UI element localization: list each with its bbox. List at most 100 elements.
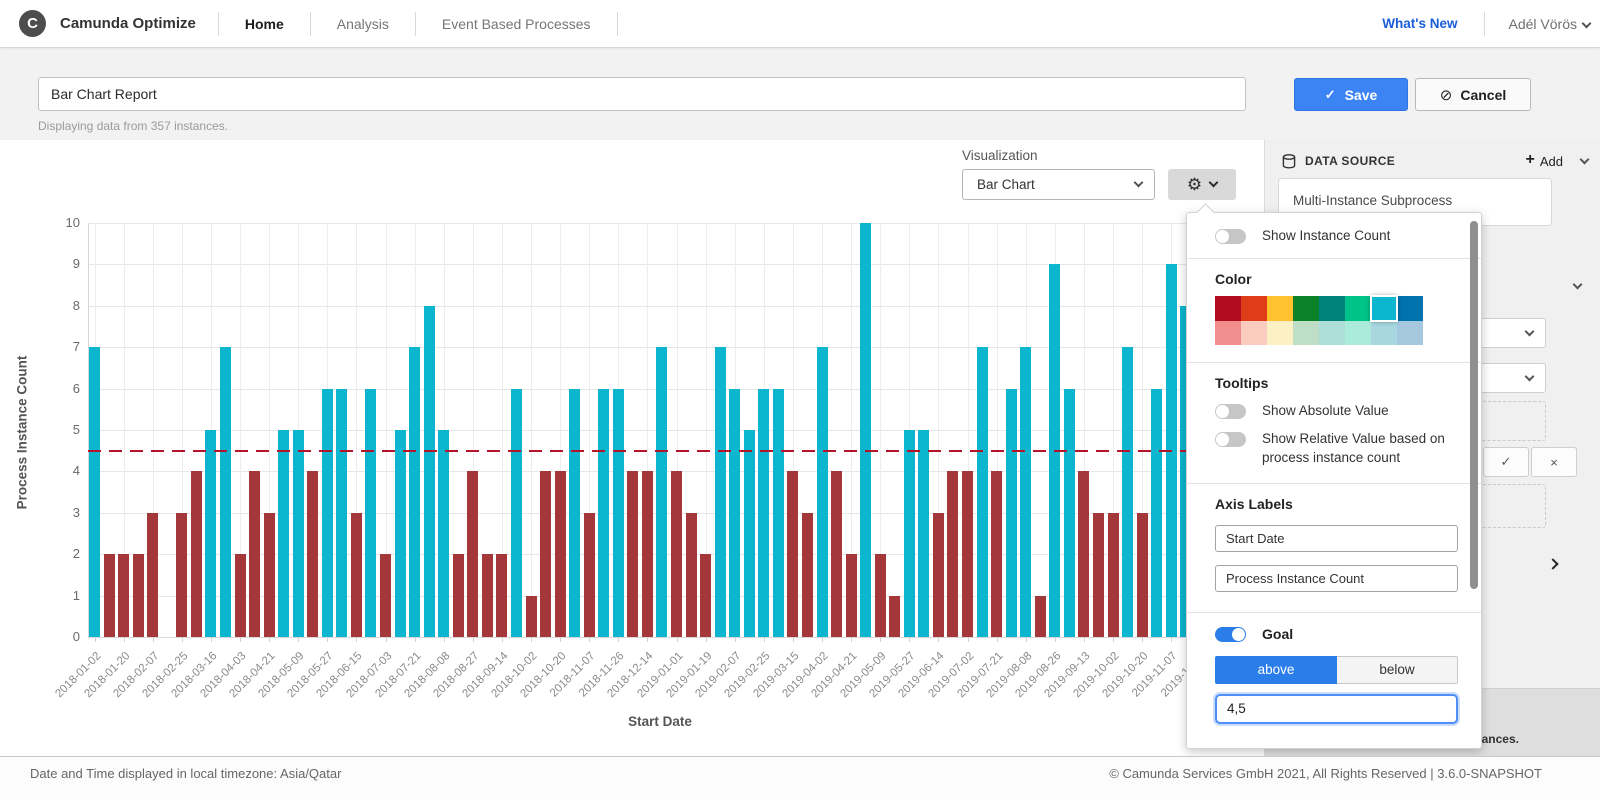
add-data-source-button[interactable]: +Add	[1526, 152, 1563, 170]
color-swatch[interactable]	[1267, 321, 1293, 345]
show-absolute-value-toggle[interactable]	[1215, 404, 1246, 419]
bar[interactable]	[467, 471, 478, 637]
color-swatch[interactable]	[1241, 321, 1267, 345]
bar[interactable]	[802, 513, 813, 637]
bar[interactable]	[104, 554, 115, 637]
bar[interactable]	[889, 596, 900, 637]
bar[interactable]	[409, 347, 420, 637]
bar[interactable]	[1078, 471, 1089, 637]
report-title-input[interactable]	[38, 77, 1246, 111]
bar[interactable]	[787, 471, 798, 637]
bar[interactable]	[526, 596, 537, 637]
bar[interactable]	[627, 471, 638, 637]
nav-item-analysis[interactable]: Analysis	[311, 16, 415, 32]
bar[interactable]	[686, 513, 697, 637]
bar[interactable]	[1093, 513, 1104, 637]
bar[interactable]	[744, 430, 755, 637]
bar[interactable]	[715, 347, 726, 637]
nav-item-home[interactable]: Home	[219, 16, 310, 32]
bar[interactable]	[1035, 596, 1046, 637]
show-instance-count-toggle[interactable]	[1215, 229, 1246, 244]
bar[interactable]	[249, 471, 260, 637]
bar[interactable]	[831, 471, 842, 637]
goal-value-input[interactable]	[1215, 694, 1458, 724]
bar[interactable]	[1151, 389, 1162, 637]
bar[interactable]	[133, 554, 144, 637]
color-swatch[interactable]	[1293, 296, 1319, 321]
nav-item-event-based-processes[interactable]: Event Based Processes	[416, 16, 617, 32]
confirm-button[interactable]: ✓	[1483, 447, 1529, 477]
bar[interactable]	[205, 430, 216, 637]
chevron-down-icon[interactable]	[1580, 154, 1590, 164]
color-swatch[interactable]	[1345, 321, 1371, 345]
bar[interactable]	[351, 513, 362, 637]
bar[interactable]	[540, 471, 551, 637]
bar[interactable]	[482, 554, 493, 637]
bar[interactable]	[496, 554, 507, 637]
bar[interactable]	[278, 430, 289, 637]
goal-mode-below-button[interactable]: below	[1337, 656, 1458, 684]
bar[interactable]	[1137, 513, 1148, 637]
bar[interactable]	[569, 389, 580, 637]
color-swatch[interactable]	[1215, 321, 1241, 345]
color-swatch[interactable]	[1397, 321, 1423, 345]
bar[interactable]	[642, 471, 653, 637]
color-swatch[interactable]	[1215, 296, 1241, 321]
bar[interactable]	[511, 389, 522, 637]
color-swatch[interactable]	[1371, 321, 1397, 345]
bar[interactable]	[322, 389, 333, 637]
bar[interactable]	[1006, 389, 1017, 637]
bar[interactable]	[293, 430, 304, 637]
popup-scrollbar-thumb[interactable]	[1470, 221, 1478, 589]
bar[interactable]	[947, 471, 958, 637]
color-swatch[interactable]	[1319, 296, 1345, 321]
bar[interactable]	[1020, 347, 1031, 637]
x-axis-label-input[interactable]	[1215, 525, 1458, 552]
bar[interactable]	[817, 347, 828, 637]
bar[interactable]	[773, 389, 784, 637]
bar[interactable]	[118, 554, 129, 637]
chevron-down-icon[interactable]	[1573, 280, 1583, 290]
collapse-panel-arrow[interactable]	[1549, 555, 1557, 573]
bar[interactable]	[191, 471, 202, 637]
bar[interactable]	[918, 430, 929, 637]
bar[interactable]	[424, 306, 435, 637]
bar[interactable]	[307, 471, 318, 637]
bar[interactable]	[365, 389, 376, 637]
color-swatch[interactable]	[1319, 321, 1345, 345]
bar[interactable]	[977, 347, 988, 637]
bar[interactable]	[671, 471, 682, 637]
bar[interactable]	[336, 389, 347, 637]
bar[interactable]	[1122, 347, 1133, 637]
bar[interactable]	[613, 389, 624, 637]
color-swatch[interactable]	[1241, 296, 1267, 321]
bar[interactable]	[1064, 389, 1075, 637]
visualization-select[interactable]: Bar Chart	[962, 169, 1155, 200]
bar[interactable]	[438, 430, 449, 637]
bar[interactable]	[656, 347, 667, 637]
bar[interactable]	[991, 471, 1002, 637]
bar[interactable]	[235, 554, 246, 637]
bar[interactable]	[875, 554, 886, 637]
bar[interactable]	[264, 513, 275, 637]
bar[interactable]	[147, 513, 158, 637]
bar[interactable]	[380, 554, 391, 637]
user-menu[interactable]: Adél Vörös	[1485, 16, 1600, 32]
show-relative-value-toggle[interactable]	[1215, 432, 1246, 447]
bar[interactable]	[933, 513, 944, 637]
color-swatch[interactable]	[1345, 296, 1371, 321]
bar[interactable]	[860, 223, 871, 637]
bar[interactable]	[729, 389, 740, 637]
y-axis-label-input[interactable]	[1215, 565, 1458, 592]
chart-settings-button[interactable]: ⚙	[1168, 169, 1236, 200]
cancel-button[interactable]: ⊘ Cancel	[1415, 78, 1531, 111]
bar[interactable]	[700, 554, 711, 637]
bar[interactable]	[89, 347, 100, 637]
bar[interactable]	[395, 430, 406, 637]
color-swatch[interactable]	[1293, 321, 1319, 345]
save-button[interactable]: ✓ Save	[1294, 78, 1408, 111]
bar[interactable]	[555, 471, 566, 637]
whats-new-link[interactable]: What's New	[1356, 16, 1483, 31]
bar[interactable]	[758, 389, 769, 637]
bar[interactable]	[904, 430, 915, 637]
